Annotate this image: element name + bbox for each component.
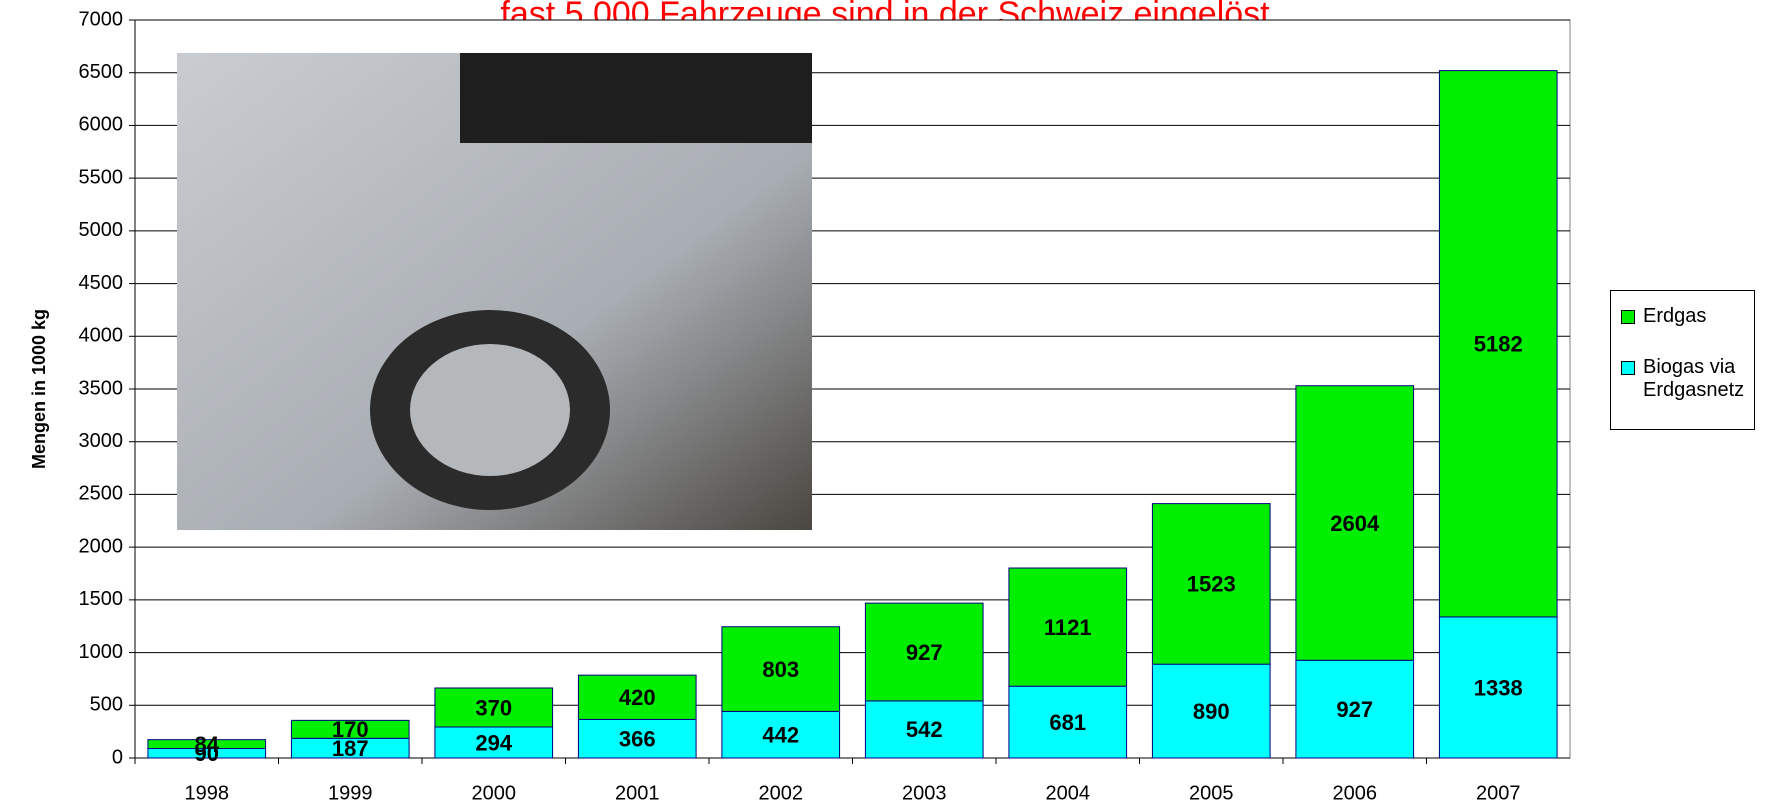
x-tick-label: 2005 xyxy=(1189,782,1234,804)
y-tick-label: 2000 xyxy=(79,535,124,557)
legend: Erdgas Biogas via Erdgasnetz xyxy=(1610,290,1755,430)
x-tick-label: 1998 xyxy=(185,782,230,804)
y-tick-label: 5000 xyxy=(79,219,124,241)
y-tick-label: 4000 xyxy=(79,325,124,347)
y-tick-label: 5500 xyxy=(79,166,124,188)
y-axis-label: Mengen in 1000 kg xyxy=(29,309,49,469)
data-label: 2604 xyxy=(1330,511,1380,536)
data-label: 681 xyxy=(1049,710,1086,735)
data-label: 442 xyxy=(762,723,799,748)
x-tick-label: 2001 xyxy=(615,782,660,804)
legend-label: Biogas via Erdgasnetz xyxy=(1643,356,1744,402)
legend-item: Erdgas xyxy=(1621,305,1744,328)
data-label: 170 xyxy=(332,717,369,742)
chart: fast 5 000 Fahrzeuge sind in der Schweiz… xyxy=(0,0,1769,805)
y-tick-label: 500 xyxy=(90,694,123,716)
legend-swatch xyxy=(1621,361,1635,375)
data-label: 1121 xyxy=(1044,615,1092,640)
y-tick-label: 6500 xyxy=(79,61,124,83)
x-tick-label: 2000 xyxy=(472,782,517,804)
x-tick-label: 2006 xyxy=(1333,782,1378,804)
x-tick-label: 2004 xyxy=(1046,782,1091,804)
legend-label: Erdgas xyxy=(1643,305,1706,328)
data-label: 890 xyxy=(1193,699,1230,724)
y-tick-label: 1000 xyxy=(79,641,124,663)
x-tick-label: 2003 xyxy=(902,782,947,804)
data-label: 5182 xyxy=(1474,332,1523,357)
x-tick-label: 1999 xyxy=(328,782,373,804)
data-label: 420 xyxy=(619,685,656,710)
chart-page: fast 5 000 Fahrzeuge sind in der Schweiz… xyxy=(0,0,1769,805)
y-tick-label: 3000 xyxy=(79,430,124,452)
data-label: 366 xyxy=(619,727,656,752)
data-label: 803 xyxy=(762,657,799,682)
data-label: 1523 xyxy=(1187,572,1236,597)
data-label: 542 xyxy=(906,717,943,742)
data-label: 927 xyxy=(1336,697,1373,722)
y-tick-label: 4500 xyxy=(79,272,124,294)
photo-rim xyxy=(410,344,570,476)
y-tick-label: 3500 xyxy=(79,377,124,399)
x-tick-label: 2007 xyxy=(1476,782,1521,804)
legend-swatch xyxy=(1621,310,1635,324)
y-tick-label: 1500 xyxy=(79,588,124,610)
legend-item: Biogas via Erdgasnetz xyxy=(1621,356,1744,402)
y-tick-label: 6000 xyxy=(79,114,124,136)
data-label: 294 xyxy=(475,730,512,755)
y-tick-label: 2500 xyxy=(79,483,124,505)
data-label: 84 xyxy=(195,732,220,757)
y-tick-label: 0 xyxy=(112,746,123,768)
photo-window xyxy=(460,53,812,143)
data-label: 927 xyxy=(906,640,943,665)
data-label: 1338 xyxy=(1474,675,1523,700)
data-label: 370 xyxy=(475,695,512,720)
x-tick-label: 2002 xyxy=(759,782,804,804)
y-tick-label: 7000 xyxy=(79,8,124,30)
